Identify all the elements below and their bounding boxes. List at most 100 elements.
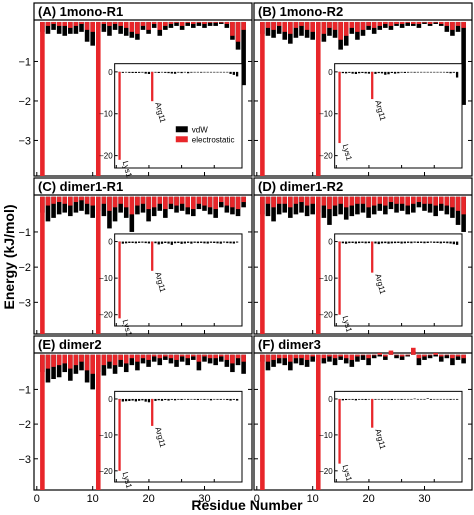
electrostatic-bar [135,196,140,206]
inset-vdw-bar [183,241,187,244]
inset-vdw-bar [449,71,452,74]
inset-vdw-bar [124,398,128,402]
vdw-bar [271,196,276,222]
inset-vdw-bar [131,398,134,401]
electrostatic-bar [282,196,288,204]
electrostatic-bar [438,196,444,204]
vdw-bar [68,196,73,217]
electrostatic-bar [422,196,427,204]
inset-vdw-bar [154,241,157,244]
inset-vdw-bar [180,71,183,74]
inset-vdw-bar [439,398,442,400]
inset-vdw-bar [377,241,380,245]
electrostatic-bar [224,354,230,360]
electrostatic-bar [411,347,416,355]
inset-vdw-bar [442,241,446,243]
inset-vdw-bar [390,71,393,73]
inset-y-tick-label: −20 [319,311,333,320]
vdw-bar [276,196,282,215]
inset-vdw-bar [433,71,436,73]
inset-vdw-bar [384,71,387,75]
vdw-bar [207,21,213,26]
inset-vdw-bar [361,71,364,73]
inset-electrostatic-bar [118,398,121,471]
vdw-bar [73,196,79,213]
vdw-bar [235,354,241,366]
inset-vdw-bar [209,241,213,243]
electrostatic-bar [174,354,179,360]
inset-vdw-bar [144,241,147,244]
inset-vdw-bar [196,71,200,73]
inset-vdw-bar [141,398,144,401]
electrostatic-bar [79,354,84,362]
electrostatic-bar [84,196,90,204]
inset-vdw-bar [167,241,170,244]
electrostatic-bar [90,354,95,374]
vdw-bar [411,196,416,213]
inset-vdw-bar [219,398,222,400]
electrostatic-bar [112,21,118,24]
inset-vdw-bar [167,398,170,401]
electrostatic-bar [163,196,168,210]
electrostatic-bar [394,354,399,356]
vdw-bar [360,196,366,213]
inset-vdw-bar [420,398,423,400]
electrostatic-bar [224,196,230,206]
vdw-bar [383,354,388,360]
electrostatic-bar [327,196,332,210]
inset-frame [114,390,243,483]
electrostatic-bar [450,354,455,359]
inset-vdw-bar [164,241,167,244]
inset-annotation: Lys1 [341,464,354,483]
inset-vdw-bar [455,398,459,400]
inset-vdw-bar [403,398,407,400]
inset-y-tick-label: 0 [328,238,333,247]
inset-vdw-bar [341,241,344,244]
inset-vdw-bar [173,398,177,401]
electrostatic-bar [394,196,399,204]
electrostatic-bar [427,354,433,356]
vdw-bar [461,21,466,105]
inset-vdw-bar [354,398,358,401]
electrostatic-bar [230,196,235,208]
inset-vdw-bar [170,241,173,245]
vdw-bar [56,354,62,378]
inset-vdw-bar [154,398,157,401]
inset-vdw-bar [219,71,222,73]
inset-vdw-bar [436,398,439,400]
inset-vdw-bar [380,398,384,400]
vdw-bar [293,354,299,364]
vdw-bar [45,196,51,222]
electrostatic-bar [179,21,185,26]
inset-vdw-bar [124,241,128,244]
inset-vdw-bar [380,71,384,74]
inset-vdw-bar [138,241,141,243]
electrostatic-bar [288,354,293,362]
inset-vdw-bar [406,241,410,243]
vdw-bar [299,196,304,213]
x-tick-label: 0 [34,493,40,505]
electrostatic-bar [288,21,293,34]
inset-vdw-bar [147,71,151,75]
electrostatic-bar [332,196,338,206]
inset-vdw-bar [433,398,436,400]
inset-vdw-bar [164,71,167,73]
inset-vdw-bar [235,241,239,243]
inset-vdw-bar [235,71,239,77]
electrostatic-bar [56,196,62,203]
vdw-bar [213,354,218,366]
inset-vdw-bar [384,241,387,244]
inset-vdw-bar [190,398,193,400]
vdw-bar [118,196,123,213]
vdw-bar [241,354,246,374]
electrostatic-bar [366,354,371,359]
electrostatic-bar [112,354,118,366]
inset-vdw-bar [341,71,344,74]
electrostatic-bar [399,21,405,24]
electrostatic-bar [140,196,146,204]
electrostatic-bar [299,196,304,203]
x-tick-label: 0 [254,493,260,505]
inset-annotation: Lys1 [341,143,354,162]
